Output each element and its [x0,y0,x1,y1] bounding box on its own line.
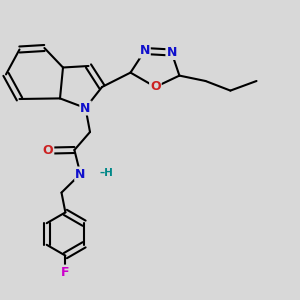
Text: O: O [150,80,161,94]
Text: N: N [75,167,85,181]
Text: N: N [140,44,150,58]
Text: F: F [61,266,70,279]
Text: N: N [167,46,177,59]
Text: N: N [80,101,91,115]
Text: O: O [43,144,53,157]
Text: –H: –H [99,167,113,178]
